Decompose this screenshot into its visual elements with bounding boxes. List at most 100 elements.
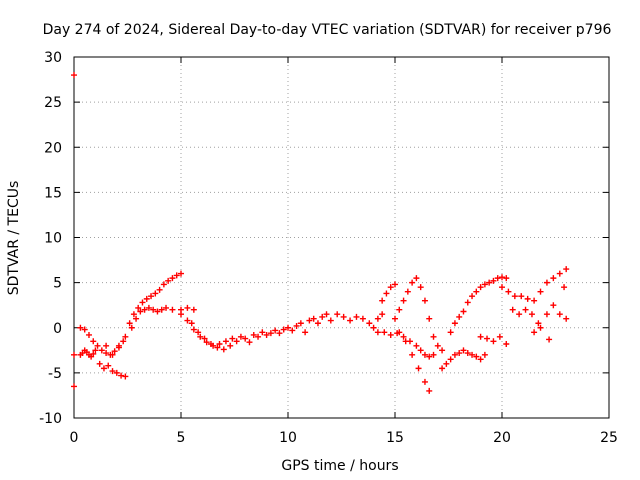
data-point <box>400 297 407 304</box>
data-point <box>143 295 150 302</box>
data-point <box>417 284 424 291</box>
x-tick-label: 10 <box>279 430 297 446</box>
data-point <box>456 350 463 357</box>
data-point <box>103 342 110 349</box>
data-point <box>92 347 99 354</box>
data-point <box>490 338 497 345</box>
x-tick-label: 20 <box>493 430 511 446</box>
data-point <box>550 275 557 282</box>
data-point <box>496 333 503 340</box>
data-point <box>302 329 309 336</box>
data-point <box>111 348 118 355</box>
data-point <box>415 365 422 372</box>
y-tick-label: 25 <box>44 95 62 111</box>
data-point <box>543 311 550 318</box>
data-point <box>229 335 236 342</box>
data-point <box>387 284 394 291</box>
data-point <box>141 306 148 313</box>
x-axis-label: GPS time / hours <box>281 458 398 474</box>
data-point <box>392 281 398 288</box>
data-point <box>115 342 122 349</box>
data-point <box>314 320 321 327</box>
y-axis-label: SDTVAR / TECUs <box>6 181 22 296</box>
data-point <box>178 311 184 318</box>
data-point <box>383 290 390 297</box>
data-point <box>94 342 101 349</box>
data-point <box>413 275 420 282</box>
data-point <box>109 351 116 358</box>
data-point <box>426 315 433 322</box>
data-point <box>169 275 176 282</box>
data-point <box>216 340 223 347</box>
data-point <box>439 365 446 372</box>
data-point <box>113 369 120 376</box>
data-point <box>246 339 253 346</box>
data-point <box>537 288 544 295</box>
data-point <box>98 347 105 354</box>
data-point <box>197 333 204 340</box>
data-point <box>451 351 458 358</box>
data-point <box>306 317 313 324</box>
data-point <box>473 288 480 295</box>
data-point <box>503 275 510 282</box>
plot-frame <box>73 56 610 419</box>
data-point <box>190 326 197 333</box>
data-point <box>413 342 420 349</box>
data-point <box>563 315 570 322</box>
data-point <box>379 297 386 304</box>
data-point <box>77 324 84 331</box>
data-point <box>447 329 454 336</box>
data-point <box>417 347 424 354</box>
data-point <box>374 315 381 322</box>
data-point <box>81 326 88 333</box>
data-point <box>563 266 570 273</box>
data-point <box>409 279 416 286</box>
y-tick-label: 15 <box>44 185 62 201</box>
data-point <box>477 284 484 291</box>
data-point <box>522 306 529 313</box>
data-point <box>118 372 125 379</box>
y-tick-label: 0 <box>53 321 62 337</box>
data-point <box>531 329 538 336</box>
data-point <box>109 368 116 375</box>
data-point <box>353 313 360 320</box>
data-point <box>227 342 234 349</box>
data-point <box>528 311 535 318</box>
data-point <box>139 299 146 306</box>
data-point <box>71 351 77 358</box>
data-point <box>184 304 191 311</box>
data-point <box>137 308 144 315</box>
data-point <box>494 275 501 282</box>
data-point <box>561 284 568 291</box>
data-point <box>222 338 229 345</box>
data-point <box>71 383 77 390</box>
data-point <box>178 270 184 277</box>
data-point <box>473 353 480 360</box>
data-point <box>370 324 377 331</box>
data-point <box>421 297 428 304</box>
data-point <box>464 350 471 357</box>
data-point <box>255 333 262 340</box>
x-tick-labels: 0 5 10 15 20 25 <box>70 430 618 446</box>
data-point <box>169 306 176 313</box>
data-point <box>443 360 450 367</box>
data-point <box>402 338 409 345</box>
data-point <box>404 288 411 295</box>
data-point <box>426 353 433 360</box>
data-point <box>400 333 407 340</box>
data-point <box>154 308 161 315</box>
y-tick-label: -5 <box>48 366 62 382</box>
x-tick-label: 0 <box>70 430 79 446</box>
data-point <box>327 317 334 324</box>
data-point <box>122 333 129 340</box>
data-point <box>195 329 202 336</box>
data-point <box>120 338 127 345</box>
data-point <box>160 281 167 288</box>
data-point <box>280 326 287 333</box>
data-point <box>85 331 92 338</box>
data-point <box>381 329 388 336</box>
data-point <box>207 340 214 347</box>
data-point <box>158 306 165 313</box>
